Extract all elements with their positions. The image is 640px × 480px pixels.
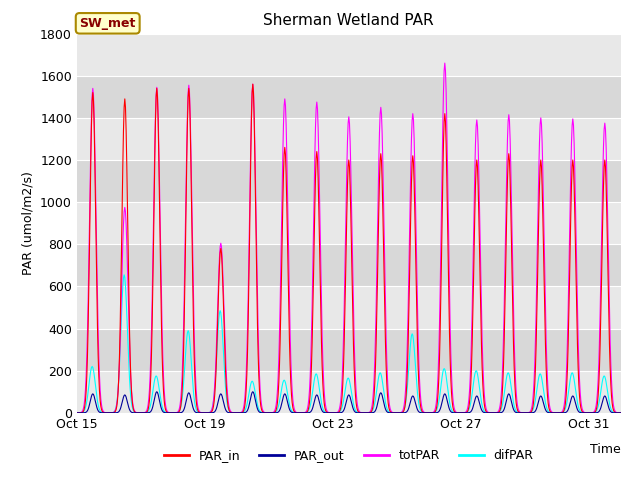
Bar	[77, 160, 621, 202]
Y-axis label: PAR (umol/m2/s): PAR (umol/m2/s)	[22, 171, 35, 275]
Bar	[77, 118, 621, 160]
Bar	[77, 202, 621, 244]
Legend: PAR_in, PAR_out, totPAR, difPAR: PAR_in, PAR_out, totPAR, difPAR	[159, 444, 539, 467]
Bar	[77, 328, 621, 371]
Text: SW_met: SW_met	[79, 17, 136, 30]
Bar	[77, 76, 621, 118]
Bar	[77, 287, 621, 328]
Title: Sherman Wetland PAR: Sherman Wetland PAR	[264, 13, 434, 28]
Text: Time: Time	[590, 443, 621, 456]
Bar	[77, 34, 621, 76]
Bar	[77, 371, 621, 413]
Bar	[77, 244, 621, 287]
